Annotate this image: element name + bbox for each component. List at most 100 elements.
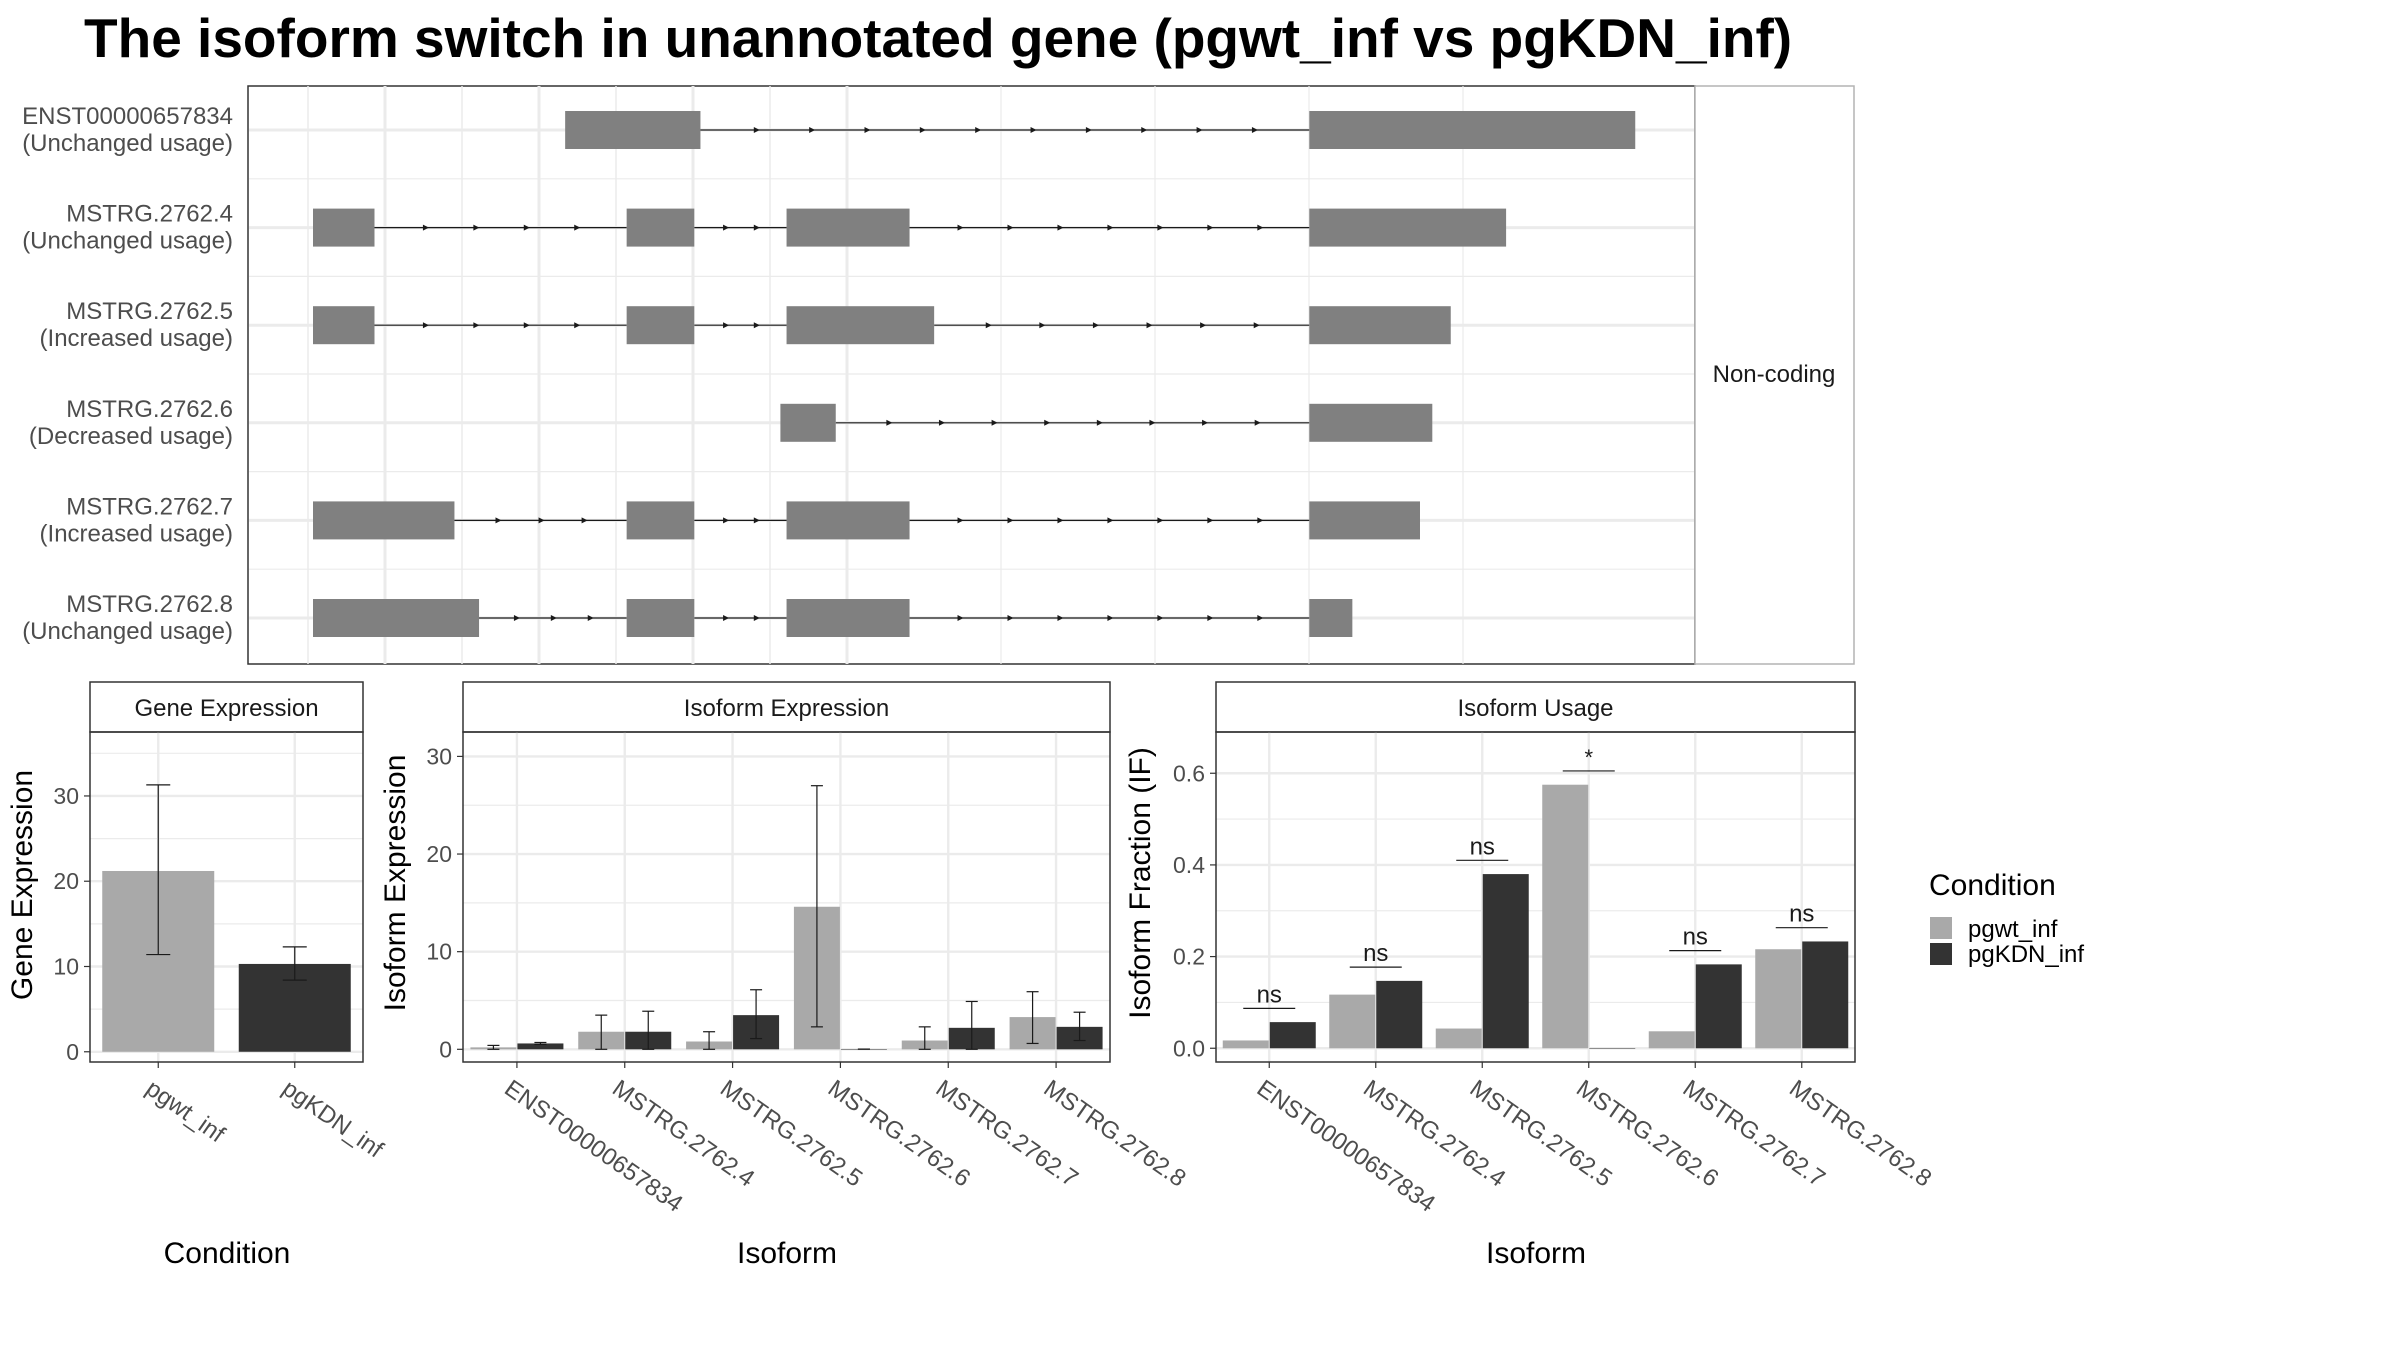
isoform-row-name: MSTRG.2762.4	[66, 201, 233, 228]
bar	[1329, 994, 1376, 1049]
y-tick-label: 0.0	[1173, 1035, 1205, 1061]
intron-arrow	[753, 615, 760, 621]
intron-arrow	[1196, 127, 1203, 133]
intron-arrow	[1007, 224, 1014, 231]
exon-block	[313, 501, 455, 540]
isoform-usage-strip-label: Isoform Usage	[1457, 695, 1613, 722]
intron-arrow	[1141, 127, 1148, 133]
intron-arrow	[495, 517, 502, 524]
intron-arrow	[523, 224, 530, 231]
intron-arrow	[1107, 517, 1114, 524]
bar	[1802, 941, 1849, 1049]
y-tick-label: 30	[53, 783, 79, 809]
intron-arrow	[1007, 615, 1014, 621]
x-tick-label: pgwt_inf	[141, 1075, 230, 1149]
isoform-row-name: ENST00000657834	[22, 103, 233, 130]
intron-arrow	[581, 517, 588, 524]
y-tick-label: 0.2	[1173, 944, 1205, 970]
x-tick-label: pgKDN_inf	[277, 1075, 388, 1164]
exon-block	[565, 111, 701, 149]
intron-arrow	[1092, 322, 1099, 329]
significance-label: ns	[1470, 833, 1495, 860]
intron-arrow	[587, 615, 594, 621]
intron-arrow	[1257, 615, 1264, 621]
bar	[1542, 784, 1589, 1049]
intron-arrow	[513, 615, 520, 621]
exon-block	[1309, 306, 1451, 345]
intron-arrow	[723, 517, 730, 524]
isoform-row-mstrg-2762-5: MSTRG.2762.5(Increased usage)	[40, 298, 1451, 352]
isoform-row-mstrg-2762-7: MSTRG.2762.7(Increased usage)	[40, 493, 1420, 547]
isoform-row-status: (Increased usage)	[40, 325, 233, 352]
exon-block	[786, 599, 910, 637]
intron-arrow	[574, 322, 581, 329]
gene-expression-x-title: Condition	[164, 1237, 291, 1270]
intron-arrow	[723, 322, 730, 329]
intron-arrow	[1254, 419, 1261, 426]
intron-arrow	[1057, 224, 1064, 231]
structure-strip-label: Non-coding	[1713, 361, 1836, 388]
intron-arrow	[574, 224, 581, 231]
bar	[1755, 949, 1802, 1049]
plot-border	[89, 731, 364, 1063]
structure-plot-border	[247, 85, 1696, 665]
exon-block	[786, 208, 910, 247]
isoform-row-status: (Unchanged usage)	[22, 228, 233, 255]
intron-arrow	[1251, 127, 1258, 133]
y-tick-label: 30	[426, 743, 452, 769]
intron-arrow	[1096, 419, 1103, 426]
isoform-expression-plot: 0102030ENST00000657834MSTRG.2762.4MSTRG.…	[426, 731, 1191, 1218]
isoform-expression-y-title: Isoform Expression	[379, 755, 412, 1012]
y-tick-label: 10	[426, 939, 452, 965]
intron-arrow	[753, 224, 760, 231]
intron-arrow	[422, 322, 429, 329]
bar	[1695, 964, 1742, 1049]
intron-arrow	[1146, 322, 1153, 329]
isoform-usage-y-title: Isoform Fraction (IF)	[1124, 747, 1157, 1019]
isoform-row-name: MSTRG.2762.5	[66, 298, 233, 325]
isoform-usage-panel: Isoform Usage ns ns ns * ns ns 0.0 0.2 0.4 0.6 ENS…	[1124, 681, 1936, 1270]
intron-arrow	[1207, 615, 1214, 621]
gene-expression-panel: Gene Expression 0 10 20 30 pgwt_inf pgKDN_inf…	[6, 681, 388, 1270]
intron-arrow	[473, 322, 480, 329]
intron-arrow	[957, 517, 964, 524]
intron-arrow	[1257, 517, 1264, 524]
intron-arrow	[886, 419, 893, 426]
isoform-usage-x-title: Isoform	[1486, 1237, 1586, 1270]
y-tick-label: 0	[66, 1039, 79, 1065]
isoform-row-name: MSTRG.2762.7	[66, 493, 233, 520]
legend-label-pgkdn: pgKDN_inf	[1968, 941, 2084, 968]
exon-block	[786, 501, 910, 540]
bar	[1269, 1022, 1316, 1049]
isoform-row-name: MSTRG.2762.6	[66, 396, 233, 423]
intron-arrow	[1039, 322, 1046, 329]
intron-arrow	[1057, 517, 1064, 524]
exon-block	[780, 403, 836, 442]
y-tick-label: 10	[53, 953, 79, 979]
significance-label: ns	[1683, 924, 1708, 951]
intron-arrow	[1030, 127, 1037, 133]
y-tick-label: 20	[426, 841, 452, 867]
legend-title: Condition	[1929, 869, 2056, 902]
bar	[1482, 874, 1529, 1049]
bar	[1589, 1048, 1636, 1049]
exon-block	[1309, 111, 1636, 149]
intron-arrow	[753, 322, 760, 329]
intron-arrow	[1157, 517, 1164, 524]
intron-arrow	[864, 127, 871, 133]
exon-block	[1309, 403, 1433, 442]
bar	[1376, 980, 1423, 1049]
intron-arrow	[1085, 127, 1092, 133]
gene-expression-strip-label: Gene Expression	[134, 695, 318, 722]
bar	[517, 1043, 564, 1050]
intron-arrow	[523, 322, 530, 329]
intron-arrow	[1200, 322, 1207, 329]
exon-block	[626, 501, 695, 540]
intron-arrow	[1007, 517, 1014, 524]
isoform-expression-strip	[462, 681, 1111, 733]
exon-block	[626, 208, 695, 247]
structure-rows: ENST00000657834(Unchanged usage)MSTRG.27…	[22, 103, 1636, 645]
significance-label: ns	[1363, 940, 1388, 967]
legend-key-pgkdn	[1930, 943, 1952, 965]
